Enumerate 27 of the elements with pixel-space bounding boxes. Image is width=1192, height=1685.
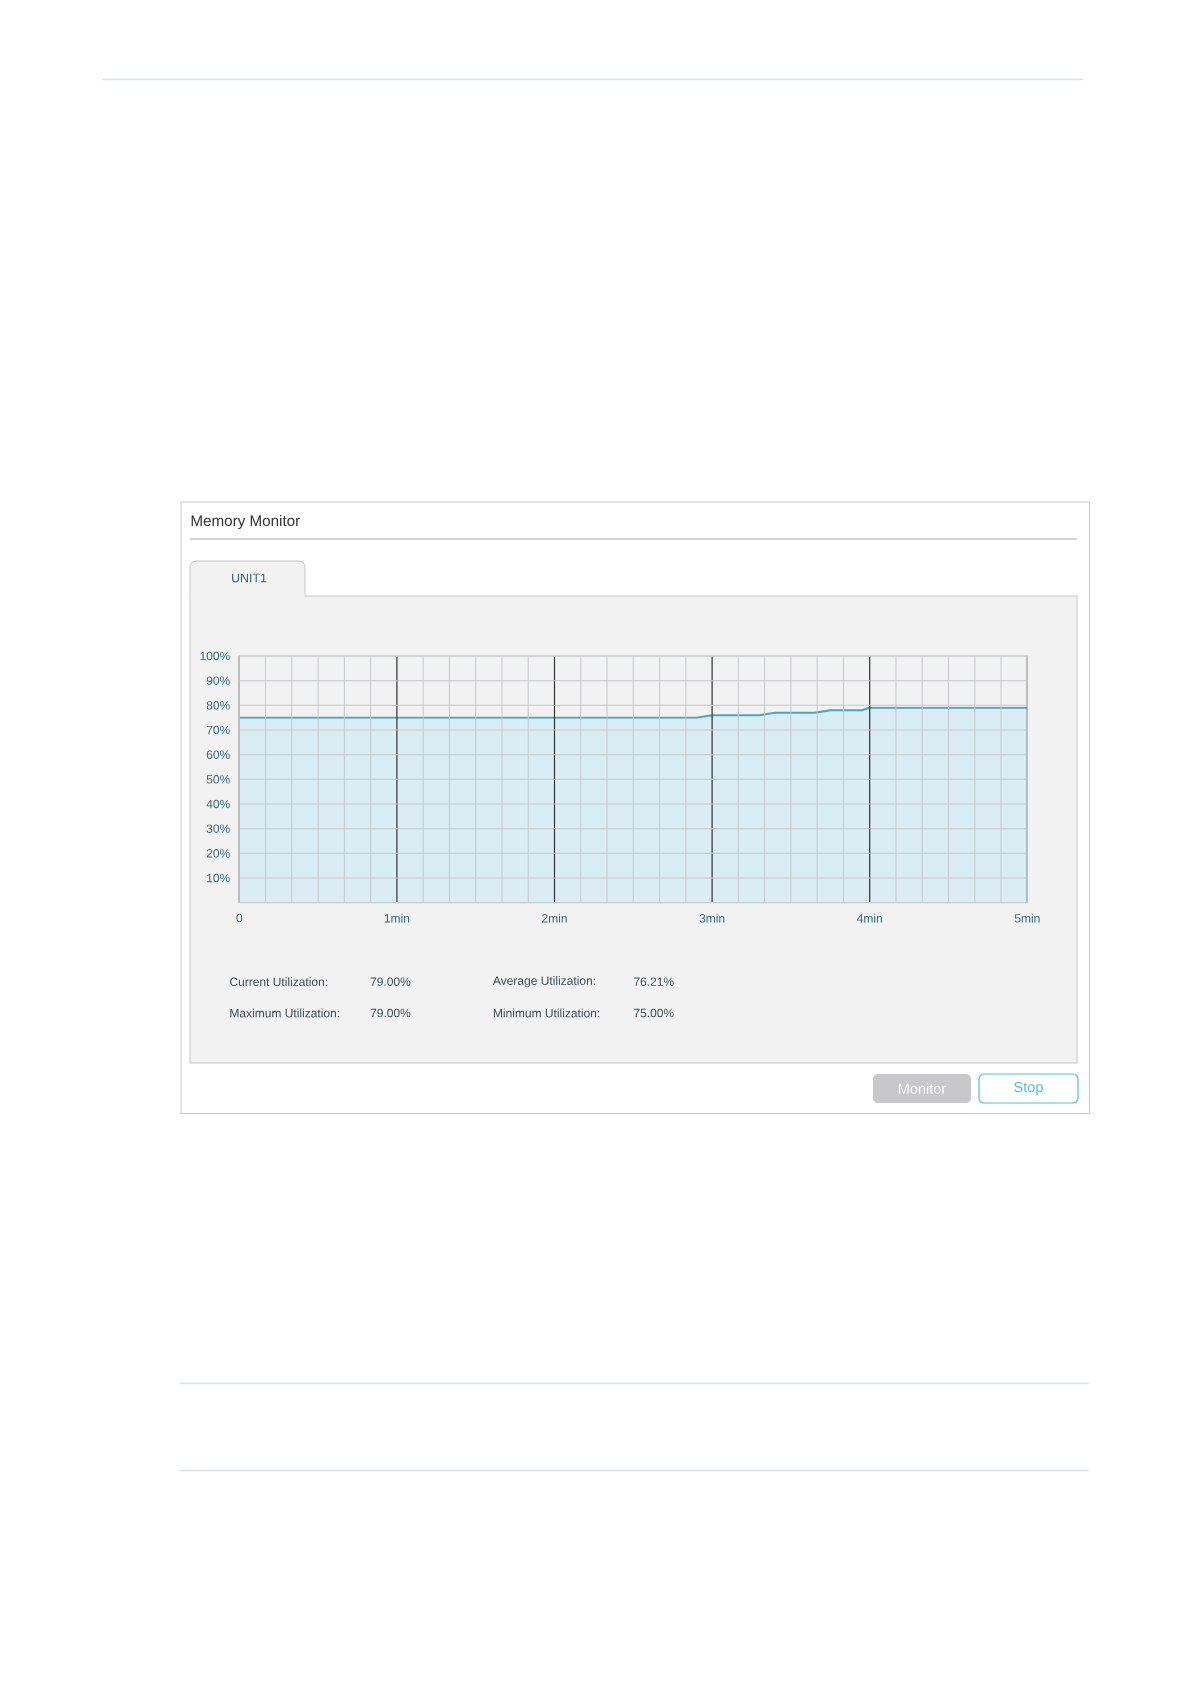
chart-subtitle: UNIT1 — [232, 573, 267, 583]
y-tick-label: 80% — [206, 701, 230, 710]
y-tick-label: 100% — [200, 651, 230, 661]
text: Current Utilization: — [230, 977, 327, 987]
y-tick-label: 10% — [207, 873, 230, 883]
text: Minimum Utilization: — [493, 1008, 600, 1018]
text: 79.00% — [370, 977, 411, 986]
y-tick-label: 90% — [206, 676, 230, 685]
y-tick-label: 20% — [206, 849, 230, 858]
text: Stop — [1014, 1081, 1043, 1096]
chart-title: Memory Monitor — [191, 514, 300, 530]
x-tick-label: 0 — [236, 913, 243, 923]
y-tick-label: 50% — [206, 775, 230, 784]
text: 76.21% — [634, 977, 674, 986]
y-tick-label: 40% — [206, 799, 230, 809]
y-tick-label: 60% — [206, 750, 230, 759]
x-tick-label: 1min — [384, 913, 410, 923]
text: 75.00% — [634, 1008, 674, 1018]
x-tick-label: 4min — [856, 913, 882, 923]
x-tick-label: 2min — [542, 913, 567, 923]
x-tick-label: 5min — [1014, 913, 1040, 923]
text: 79.00% — [370, 1008, 411, 1018]
y-tick-label: 30% — [206, 824, 230, 833]
text: Maximum Utilization: — [230, 1008, 339, 1018]
text: Average Utilization: — [492, 976, 595, 988]
y-tick-label: 70% — [206, 725, 230, 735]
x-tick-label: 3min — [699, 913, 725, 923]
